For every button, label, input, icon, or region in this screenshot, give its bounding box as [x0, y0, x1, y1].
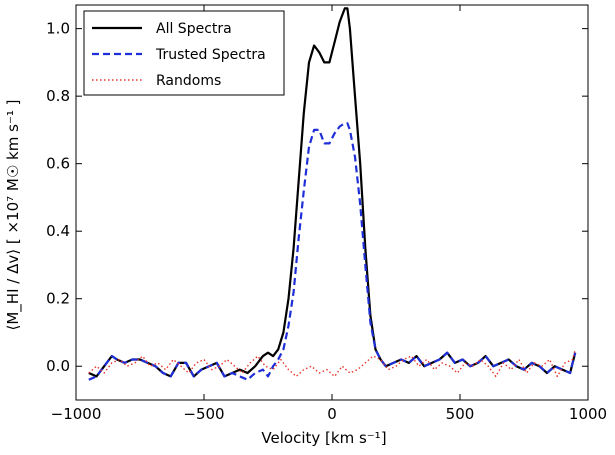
x-tick-label: 1000: [569, 405, 607, 423]
legend-label: All Spectra: [156, 21, 232, 37]
y-axis-label: ⟨M_HI / Δv⟩ [ ×10⁷ M☉ km s⁻¹ ]: [4, 100, 23, 331]
x-tick-label: 0: [327, 405, 337, 423]
legend-label: Trusted Spectra: [155, 47, 266, 63]
series-layer: [88, 7, 577, 381]
x-axis-label: Velocity [km s⁻¹]: [261, 429, 386, 447]
series-line-1: [88, 122, 577, 381]
x-tick-label: −1000: [51, 405, 102, 423]
legend: All Spectra Trusted Spectra Randoms: [83, 10, 285, 96]
y-axis-label-group: ⟨M_HI / Δv⟩ [ ×10⁷ M☉ km s⁻¹ ]: [4, 100, 23, 331]
y-tick-label: 0.8: [46, 87, 70, 105]
y-tick-label: 0.2: [46, 290, 70, 308]
y-tick-label: 0.4: [46, 222, 70, 240]
y-tick-label: 0.6: [46, 155, 70, 173]
legend-label: Randoms: [156, 73, 221, 89]
y-tick-label: 0.0: [46, 357, 70, 375]
x-tick-label: 500: [446, 405, 475, 423]
axes-layer: −1000 −500 0 500 1000 0.0 0.2 0.4 0.6 0.8 1.0: [46, 4, 607, 423]
y-tick-label: 1.0: [46, 20, 70, 38]
x-tick-label: −500: [183, 405, 224, 423]
